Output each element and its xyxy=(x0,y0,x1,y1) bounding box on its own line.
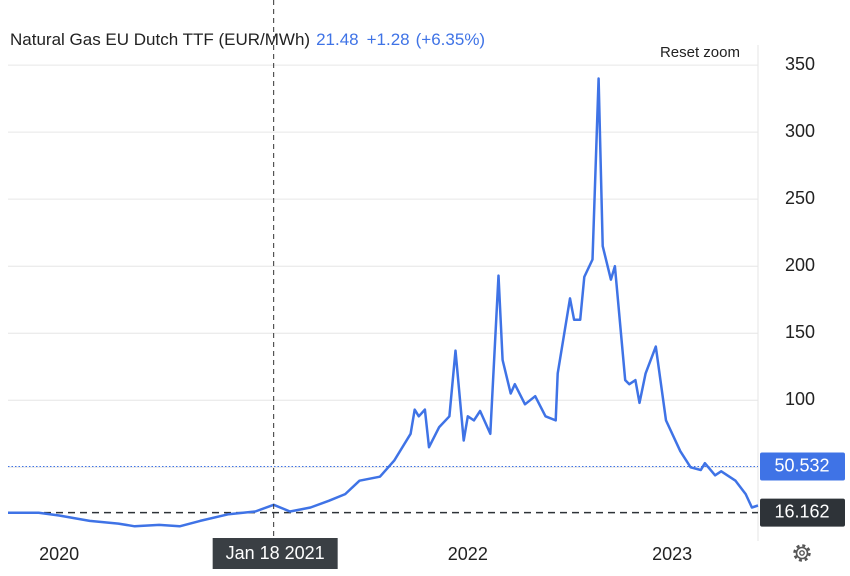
crosshair-label: Jan 18 2021 xyxy=(226,543,325,563)
marker-label: 50.532 xyxy=(774,455,829,475)
y-tick-label: 300 xyxy=(785,121,815,141)
gear-hole xyxy=(799,550,805,556)
y-tick-label: 250 xyxy=(785,188,815,208)
chart-title-line: Natural Gas EU Dutch TTF (EUR/MWh) 21.48 +… xyxy=(10,30,485,49)
x-tick-label: 2020 xyxy=(39,544,79,564)
y-tick-label: 150 xyxy=(785,322,815,342)
y-tick-label: 350 xyxy=(785,54,815,74)
y-tick-label: 200 xyxy=(785,255,815,275)
chart-title: Natural Gas EU Dutch TTF (EUR/MWh) xyxy=(10,30,310,49)
marker-label-box xyxy=(760,452,845,481)
price: 21.48 xyxy=(316,30,359,49)
crosshair-label-box xyxy=(212,538,338,569)
change-pct: (+6.35%) xyxy=(416,30,485,49)
marker-label-box xyxy=(760,498,845,527)
y-tick-label: 100 xyxy=(785,389,815,409)
gear-body xyxy=(795,546,809,560)
marker-label: 16.162 xyxy=(774,501,829,521)
x-tick-label: 2022 xyxy=(448,544,488,564)
gear-teeth xyxy=(793,544,811,562)
x-tick-label: 2023 xyxy=(652,544,692,564)
change: +1.28 xyxy=(367,30,410,49)
reset-zoom-button[interactable]: Reset zoom xyxy=(660,44,740,61)
settings-icon[interactable] xyxy=(793,544,811,562)
